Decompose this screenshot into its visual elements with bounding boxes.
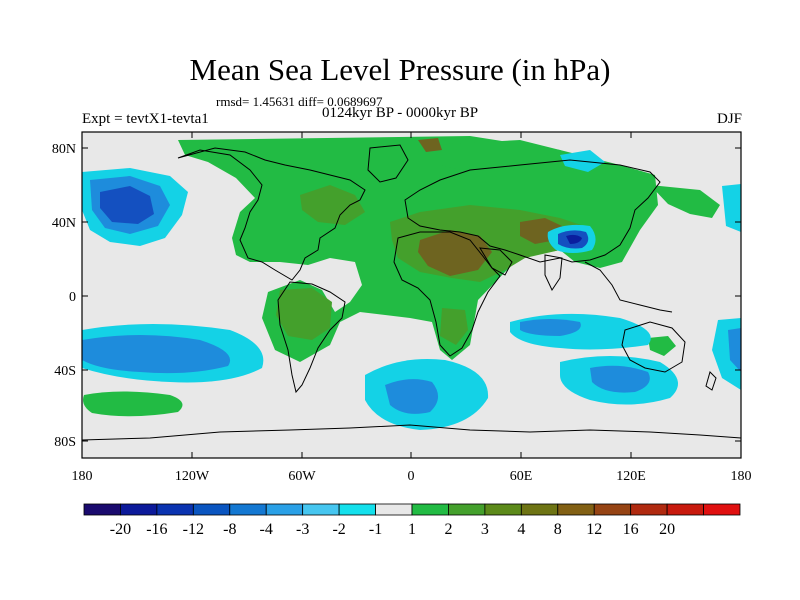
positive-anomaly-southern-ocean [83, 391, 183, 417]
colorbar-swatch [448, 503, 486, 516]
positive-mid-southern-africa [440, 308, 468, 345]
colorbar-swatch [411, 503, 449, 516]
negative-mid-east-pacific [728, 328, 741, 372]
contour-fields [82, 136, 741, 430]
coastline-southeast-asia [584, 261, 673, 313]
positive-core-north-africa [418, 230, 492, 276]
lat-label-eq: 0 [69, 290, 76, 305]
negative-mid-indian [520, 319, 581, 336]
negative-core-north-pacific [100, 186, 154, 224]
experiment-label: Expt = tevtX1-tevta1 [82, 111, 209, 127]
colorbar-swatch [229, 503, 267, 516]
coastline-new-zealand [705, 371, 717, 391]
colorbar-label: 2 [444, 521, 452, 538]
colorbar-label: 16 [623, 521, 639, 538]
positive-anomaly-australia [648, 336, 676, 356]
positive-anomaly-west-pacific [650, 185, 720, 218]
colorbar-swatch [484, 503, 522, 516]
colorbar-label: -2 [332, 521, 345, 538]
lon-label-0: 0 [408, 469, 415, 484]
colorbar-label: -16 [146, 521, 167, 538]
colorbar-label: 4 [517, 521, 525, 538]
colorbar-label: -12 [183, 521, 204, 538]
lon-label-180w: 180 [72, 469, 93, 484]
colorbar-swatch [302, 503, 340, 516]
plot-title: Mean Sea Level Pressure (in hPa) [189, 52, 611, 87]
axis-ticks [82, 132, 741, 458]
colorbar-swatch [630, 503, 668, 516]
colorbar [83, 503, 741, 516]
lon-label-180e: 180 [731, 469, 752, 484]
colorbar-swatch [156, 503, 194, 516]
colorbar-swatch [338, 503, 376, 516]
colorbar-label: 8 [554, 521, 562, 538]
colorbar-swatch [593, 503, 632, 516]
lat-label-80s: 80S [54, 435, 76, 450]
coastline-arabia [479, 247, 513, 276]
colorbar-swatch [666, 503, 704, 516]
colorbar-label: 12 [586, 521, 602, 538]
colorbar-swatch [557, 503, 595, 516]
positive-mid-canada [300, 185, 365, 225]
colorbar-swatch [703, 503, 741, 516]
coastline-eurasia [404, 159, 661, 263]
colorbar-swatch [375, 503, 413, 516]
lon-label-120w: 120W [175, 469, 210, 484]
coastline-india [544, 254, 563, 292]
lat-label-40n: 40N [52, 216, 76, 231]
colorbar-swatch [520, 503, 559, 516]
lon-label-120e: 120E [616, 469, 646, 484]
period-label: 0124kyr BP - 0000kyr BP [322, 105, 479, 121]
colorbar-label: -20 [110, 521, 131, 538]
negative-mid-south-indian [590, 365, 650, 393]
coastline-south-america [277, 281, 346, 394]
colorbar-swatch [120, 503, 158, 516]
coastline-greenland [367, 144, 409, 183]
lon-label-60w: 60W [288, 469, 316, 484]
lat-label-40s: 40S [54, 364, 76, 379]
coastline-north-america [177, 147, 366, 281]
colorbar-label: -3 [296, 521, 309, 538]
negative-mid-south-atlantic [385, 379, 439, 414]
lon-label-60e: 60E [510, 469, 533, 484]
season-label: DJF [716, 111, 742, 127]
colorbar-label: 1 [408, 521, 416, 538]
colorbar-label: -1 [369, 521, 382, 538]
rmsd-diff-stats: rmsd= 1.45631 diff= 0.0689697 [216, 94, 383, 109]
coastline-australia [621, 321, 686, 373]
colorbar-swatch [192, 503, 231, 516]
positive-anomaly-arctic [430, 140, 590, 175]
colorbar-label: 20 [659, 521, 675, 538]
colorbar-label: -4 [260, 521, 273, 538]
negative-anomaly-east-north-pacific [722, 184, 741, 232]
colorbar-label: 3 [481, 521, 489, 538]
positive-mid-south-america [276, 288, 332, 340]
coastline-antarctica [82, 424, 741, 441]
coastline-africa [393, 231, 501, 357]
coastlines [82, 144, 741, 441]
positive-core-arctic [418, 138, 442, 152]
colorbar-swatch [83, 503, 121, 516]
colorbar-label: -8 [223, 521, 236, 538]
colorbar-labels: -20 -16 -12 -8 -4 -3 -2 -1 1 2 3 4 8 12 16 20 [110, 521, 675, 538]
negative-mid-south-pacific [82, 335, 231, 374]
colorbar-swatch [265, 503, 304, 516]
lat-label-80n: 80N [52, 142, 76, 157]
negative-deep-core-tibet [566, 234, 582, 244]
